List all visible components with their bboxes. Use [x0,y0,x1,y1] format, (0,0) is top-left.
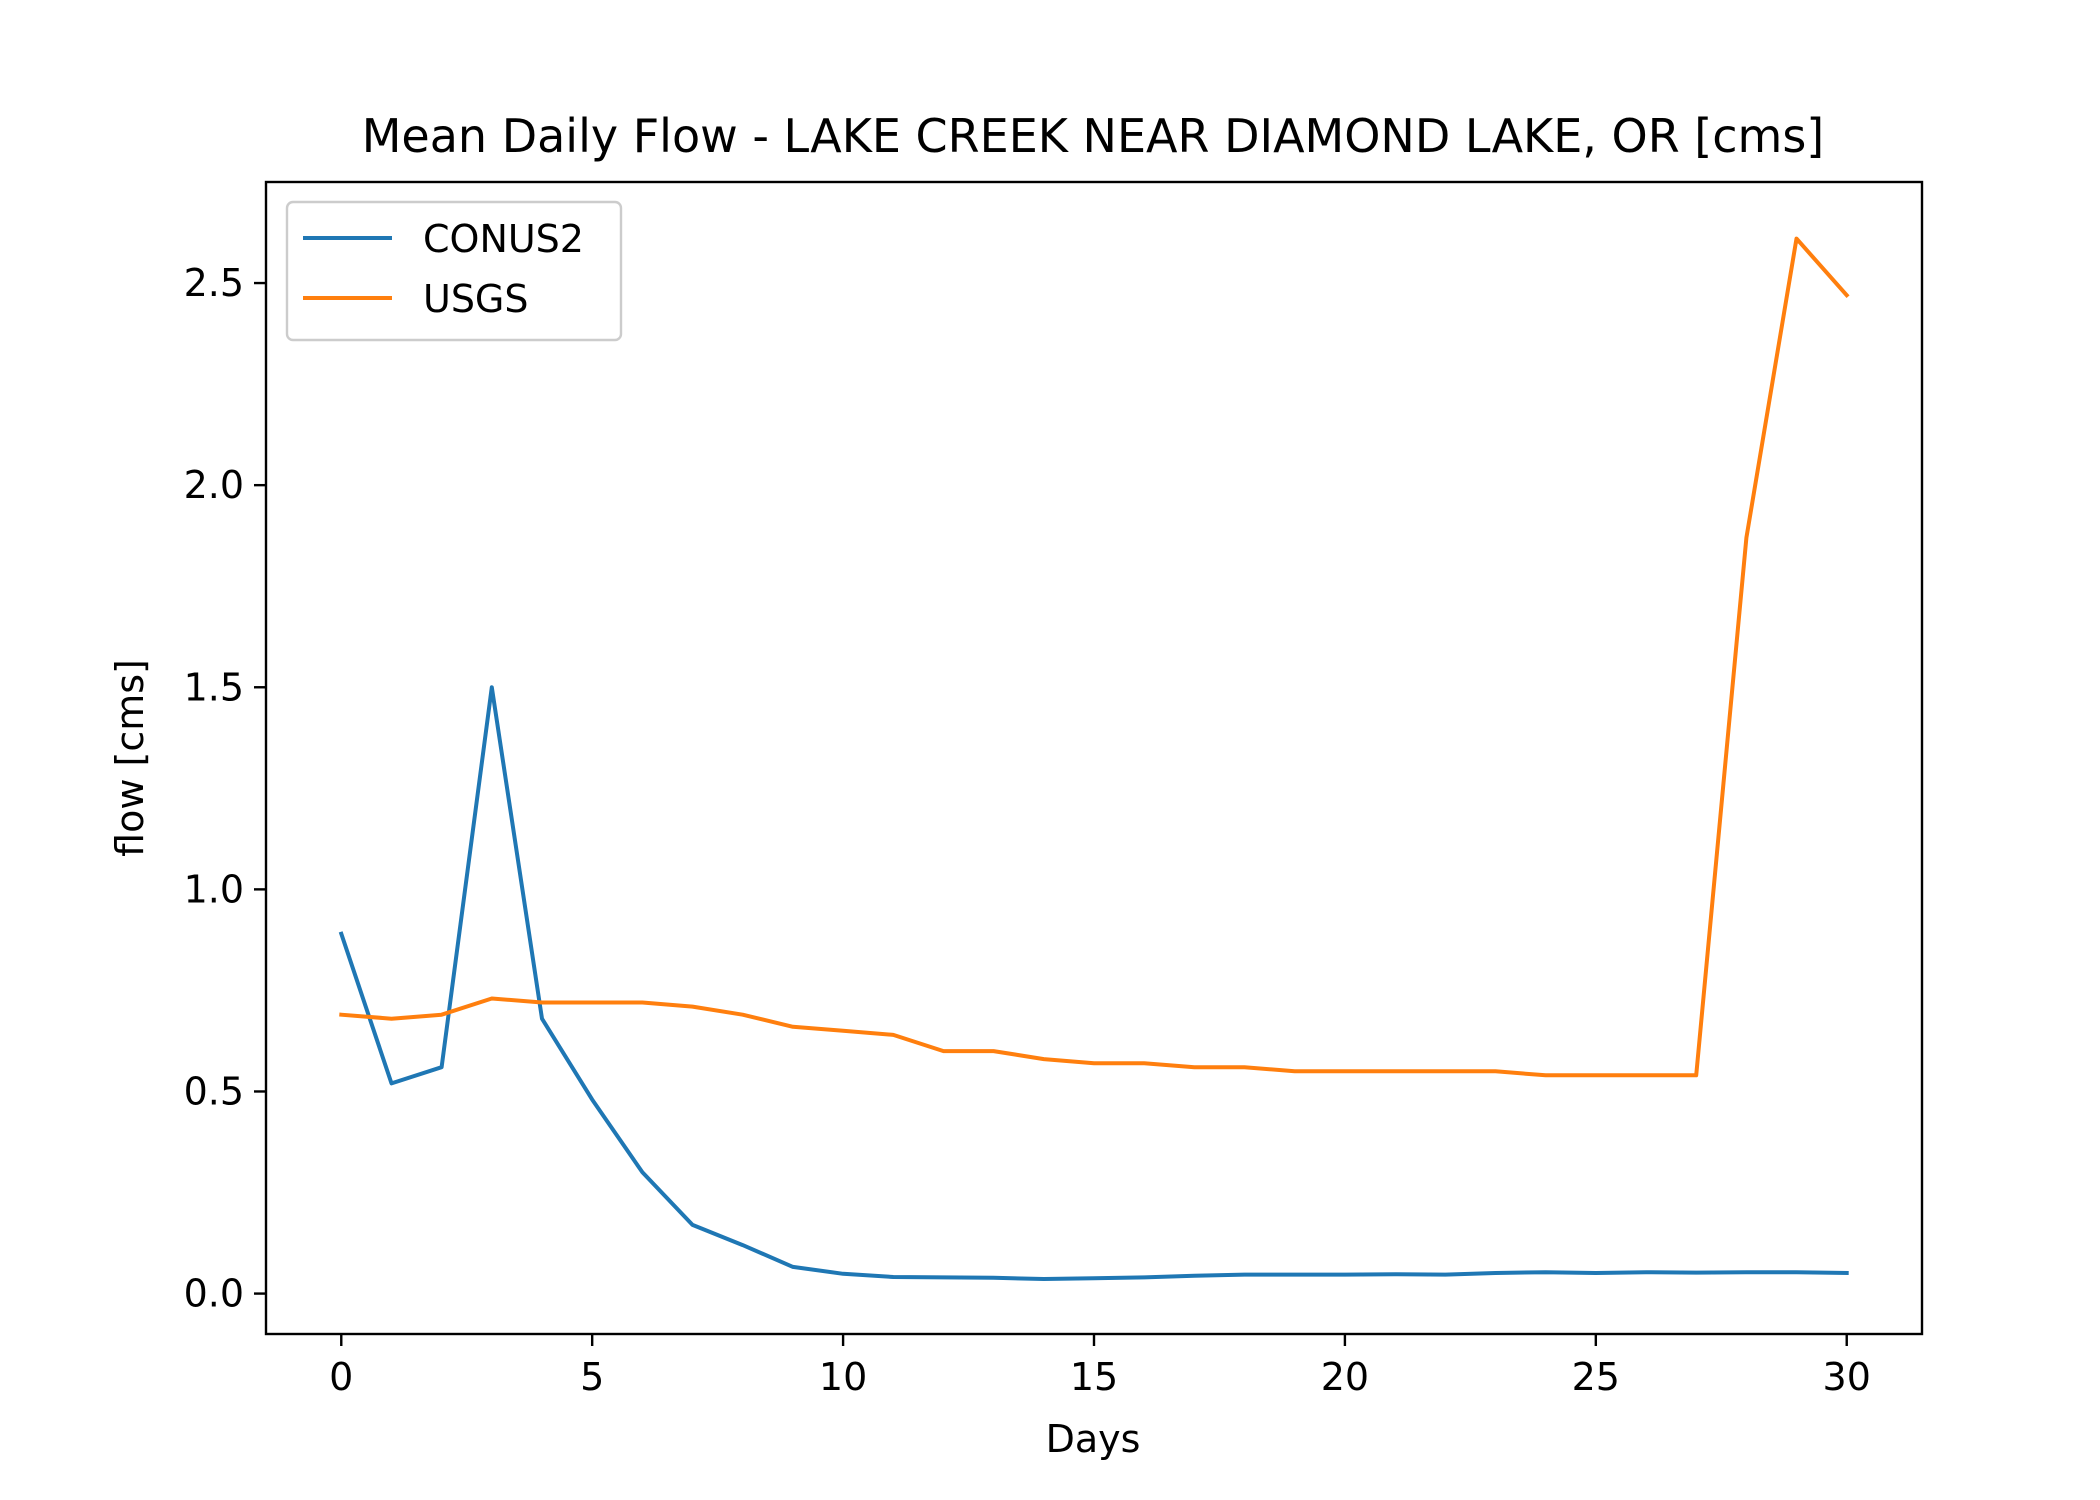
series-line-conus2 [338,685,1849,1281]
y-tick-label: 0.5 [184,1069,244,1113]
legend: CONUS2 USGS [285,200,623,342]
x-axis-ticks: 0 5 10 15 20 25 30 [329,1334,1871,1399]
y-tick-label: 2.5 [184,261,244,305]
x-tick-label: 0 [329,1355,353,1399]
x-tick-label: 25 [1572,1355,1620,1399]
x-tick-label: 15 [1070,1355,1118,1399]
x-tick-label: 30 [1823,1355,1871,1399]
chart-title: Mean Daily Flow - LAKE CREEK NEAR DIAMON… [362,109,1825,163]
x-tick-label: 20 [1321,1355,1369,1399]
x-axis-label: Days [1046,1417,1141,1461]
y-axis-label: flow [cms] [108,659,152,857]
legend-label-usgs: USGS [423,277,529,321]
y-tick-label: 1.0 [184,867,244,911]
series-line-usgs [339,236,1850,1078]
y-axis-ticks: 0.0 0.5 1.0 1.5 2.0 2.5 [184,261,266,1316]
x-tick-label: 10 [819,1355,867,1399]
series-layer [338,236,1850,1281]
y-tick-label: 1.5 [184,665,244,709]
y-tick-label: 0.0 [184,1272,244,1316]
x-tick-label: 5 [580,1355,604,1399]
y-tick-label: 2.0 [184,463,244,507]
legend-label-conus2: CONUS2 [423,217,584,261]
